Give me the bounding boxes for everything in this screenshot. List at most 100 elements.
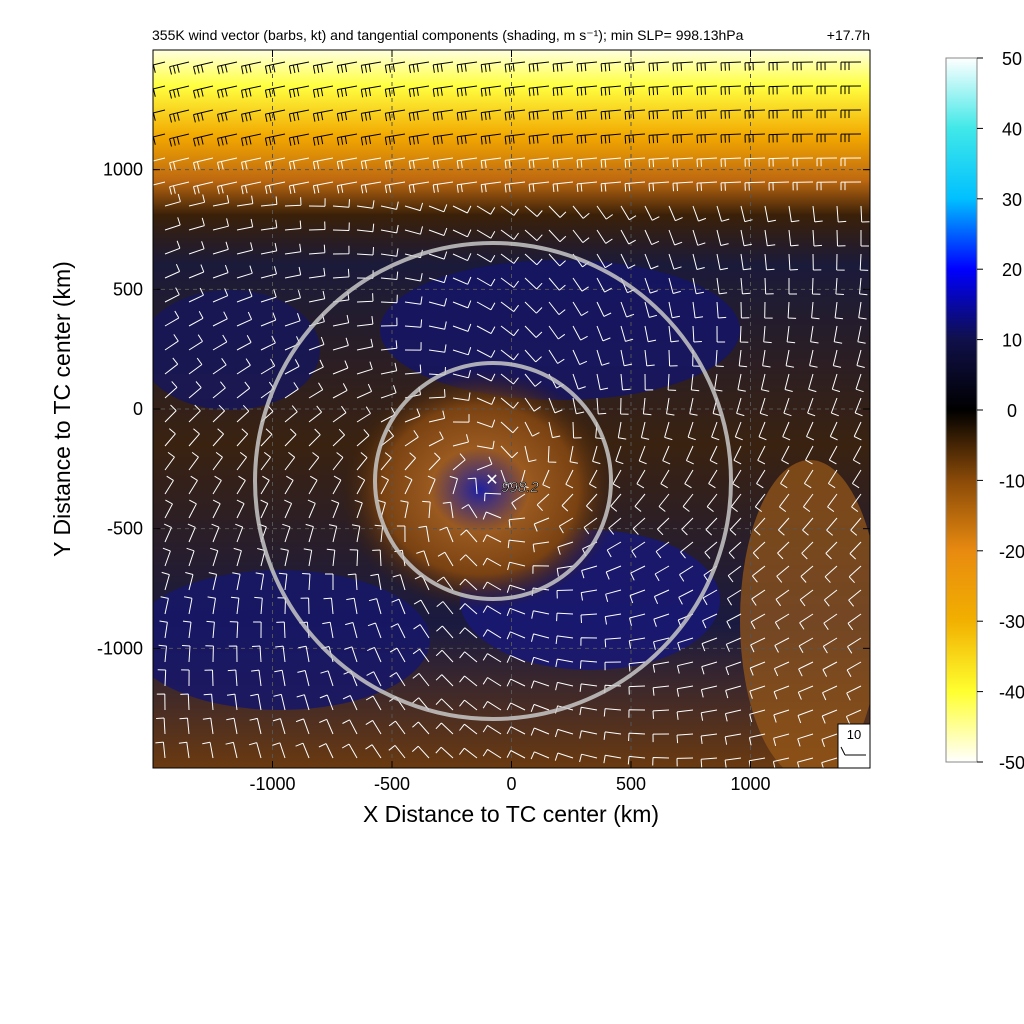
colorbar-tick-label: 30: [1002, 190, 1022, 210]
wind-barb: [336, 133, 358, 146]
wind-barb: [332, 314, 350, 327]
wind-barb: [668, 253, 682, 270]
wind-barb: [840, 61, 862, 71]
wind-barb: [500, 421, 519, 434]
wind-barb: [548, 253, 566, 267]
wind-barb: [774, 613, 790, 630]
wind-barb: [836, 205, 847, 223]
wind-barb: [680, 541, 694, 559]
wind-barb: [482, 629, 502, 639]
wind-barb: [576, 157, 598, 168]
colorbar-tick-label: -20: [999, 542, 1024, 562]
wind-barb: [654, 565, 670, 582]
wind-barb: [603, 731, 622, 740]
wind-barb: [205, 645, 214, 663]
wind-barb: [552, 109, 574, 121]
wind-barb: [482, 677, 502, 687]
wind-barb: [380, 224, 399, 234]
y-tick-label: -1000: [97, 638, 143, 658]
wind-barb: [180, 693, 190, 711]
wind-barb: [456, 133, 478, 145]
wind-barb: [600, 157, 622, 168]
wind-barb: [507, 539, 526, 549]
wind-barb: [432, 133, 454, 145]
wind-barb: [428, 274, 448, 284]
colorbar-tick-label: 0: [1007, 401, 1017, 421]
brown-region-core: [340, 370, 620, 610]
wind-barb: [467, 477, 478, 495]
wind-barb: [158, 644, 167, 663]
wind-barb: [500, 469, 515, 486]
colorbar-ticks: 50 40 30 20 10 0 -10 -20 -30 -40 -50: [977, 49, 1024, 773]
wind-barb: [312, 85, 334, 98]
wind-barb: [366, 671, 382, 687]
wind-barb: [384, 85, 406, 98]
wind-barb: [308, 221, 326, 231]
wind-barb: [676, 685, 694, 697]
wind-barb: [400, 500, 409, 519]
wind-barb: [658, 493, 670, 512]
wind-barb: [164, 451, 175, 471]
wind-barb: [629, 613, 646, 626]
wind-barb: [193, 157, 214, 171]
wind-barb: [482, 653, 502, 663]
wind-barb: [530, 751, 550, 760]
wind-barb: [822, 637, 838, 654]
wind-barb: [236, 404, 250, 423]
wind-barb: [851, 469, 862, 489]
wind-barb: [531, 633, 550, 642]
wind-barb: [241, 85, 262, 99]
wind-barb: [275, 645, 286, 663]
wind-barb: [711, 421, 720, 441]
wind-barb: [720, 157, 742, 167]
wind-barb: [816, 181, 838, 191]
wind-barb: [412, 721, 430, 735]
wind-barb: [783, 397, 792, 417]
wind-barb: [524, 397, 541, 412]
wind-barb: [389, 647, 406, 663]
wind-barb: [164, 287, 180, 303]
wind-barb: [274, 669, 286, 687]
wind-barb: [456, 85, 478, 97]
wind-barb: [380, 294, 398, 304]
wind-barb: [452, 253, 472, 262]
y-axis-title: Y Distance to TC center (km): [49, 261, 75, 557]
wind-barb: [572, 205, 590, 219]
wind-barb: [548, 397, 563, 414]
wind-barb: [572, 229, 590, 243]
wind-barb: [816, 85, 838, 95]
wind-barb: [667, 373, 677, 391]
wind-barb: [207, 596, 216, 615]
wind-barb: [188, 241, 205, 255]
wind-barb: [319, 694, 334, 711]
plot-area: ✕ 998.2: [153, 50, 870, 768]
wind-barb: [753, 517, 766, 536]
wind-barb: [164, 404, 177, 423]
wind-barb: [530, 727, 550, 736]
wind-barb: [855, 373, 864, 393]
wind-barb: [836, 253, 845, 271]
wind-barb: [484, 492, 502, 502]
wind-barb: [160, 596, 169, 615]
wind-barb: [295, 742, 310, 759]
wind-barb: [459, 675, 478, 687]
wind-barb: [341, 743, 358, 759]
wind-barb: [432, 109, 454, 121]
wind-barb: [164, 217, 181, 231]
wind-barb: [193, 181, 214, 195]
wind-barb: [356, 406, 371, 423]
wind-barb: [846, 661, 862, 678]
colorbar: 50 40 30 20 10 0 -10 -20 -30 -40 -50: [945, 49, 1024, 773]
wind-barb: [565, 469, 574, 489]
wind-barb: [524, 445, 537, 463]
wind-barb: [668, 205, 683, 222]
wind-barb: [480, 109, 502, 121]
x-axis-title: X Distance to TC center (km): [363, 801, 659, 827]
wind-barb: [644, 325, 657, 343]
wind-barb: [284, 266, 302, 279]
wind-barb: [482, 581, 502, 591]
wind-barb: [808, 373, 817, 393]
wind-barb: [164, 499, 173, 519]
wind-barb: [476, 277, 496, 287]
wind-barb: [476, 440, 495, 450]
